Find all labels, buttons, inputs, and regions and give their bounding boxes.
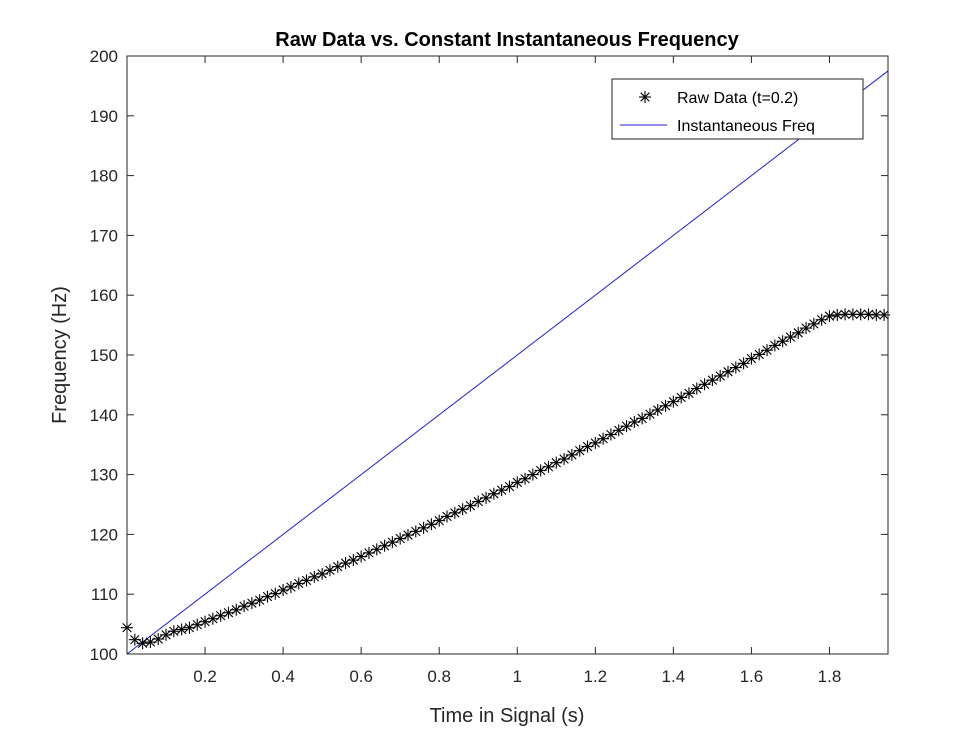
y-tick-label: 170 xyxy=(90,226,118,245)
data-point-raw-data xyxy=(167,625,180,638)
y-tick-label: 150 xyxy=(90,346,118,365)
data-point-raw-data xyxy=(362,546,375,559)
ticks-layer: 0.2 0.4 0.6 0.8 1 1.2 1.4 1.6 1.8 100 110 120 130 140… xyxy=(90,47,888,686)
x-tick-label: 1.2 xyxy=(583,667,607,686)
legend-label-raw-data: Raw Data (t=0.2) xyxy=(677,90,798,107)
y-tick-label: 110 xyxy=(91,585,118,604)
y-tick-label: 190 xyxy=(90,107,118,126)
data-point-raw-data xyxy=(792,326,805,339)
data-point-raw-data xyxy=(526,468,539,481)
data-point-raw-data xyxy=(768,339,781,352)
data-point-raw-data xyxy=(175,623,188,636)
legend-marker-star-icon xyxy=(639,91,651,103)
data-point-raw-data xyxy=(862,308,875,321)
data-point-raw-data xyxy=(417,521,430,534)
series-layer xyxy=(121,70,891,655)
data-point-raw-data xyxy=(472,495,485,508)
x-tick-label: 0.4 xyxy=(271,667,295,686)
data-point-raw-data xyxy=(682,387,695,400)
data-point-raw-data xyxy=(277,584,290,597)
series-line-instantaneous-freq xyxy=(126,70,889,655)
data-point-raw-data xyxy=(214,609,227,622)
data-point-raw-data xyxy=(456,503,469,516)
data-point-raw-data xyxy=(831,308,844,321)
data-point-raw-data xyxy=(823,310,836,323)
x-tick-label: 0.6 xyxy=(349,667,373,686)
y-tick-label: 160 xyxy=(90,286,118,305)
data-point-raw-data xyxy=(776,335,789,348)
legend: Raw Data (t=0.2) Instantaneous Freq xyxy=(611,78,864,140)
data-point-raw-data xyxy=(636,412,649,425)
legend-marker-raw-data xyxy=(639,91,651,103)
data-point-raw-data xyxy=(238,600,251,613)
plot-area: 0.2 0.4 0.6 0.8 1 1.2 1.4 1.6 1.8 100 110 120 130 140… xyxy=(90,47,891,686)
data-point-raw-data xyxy=(433,514,446,527)
data-point-raw-data xyxy=(487,487,500,500)
y-axis-label: Frequency (Hz) xyxy=(49,286,71,424)
data-point-raw-data xyxy=(347,554,360,567)
x-axis-label: Time in Signal (s) xyxy=(430,705,585,727)
y-tick-label: 200 xyxy=(90,47,118,66)
x-tick-label: 1.6 xyxy=(740,667,764,686)
x-tick-label: 1 xyxy=(513,667,522,686)
x-tick-label: 0.2 xyxy=(193,667,217,686)
chart-title: Raw Data vs. Constant Instantaneous Freq… xyxy=(275,29,739,51)
x-tick-label: 0.8 xyxy=(427,667,451,686)
data-point-raw-data xyxy=(839,308,852,321)
data-point-raw-data xyxy=(846,308,859,321)
legend-box xyxy=(611,78,864,140)
y-tick-label: 130 xyxy=(90,466,118,485)
data-point-raw-data xyxy=(714,369,727,382)
data-point-raw-data xyxy=(761,344,774,357)
x-tick-label: 1.8 xyxy=(818,667,842,686)
y-tick-label: 120 xyxy=(90,525,118,544)
data-point-raw-data xyxy=(152,633,165,646)
y-tick-label: 100 xyxy=(90,645,118,664)
data-point-raw-data xyxy=(753,348,766,361)
data-point-raw-data xyxy=(729,361,742,374)
y-tick-label: 180 xyxy=(90,167,118,186)
data-point-raw-data xyxy=(737,357,750,370)
legend-label-instantaneous-freq: Instantaneous Freq xyxy=(677,118,815,135)
y-tick-label: 140 xyxy=(90,406,118,425)
data-point-raw-data xyxy=(480,491,493,504)
data-point-raw-data xyxy=(573,444,586,457)
data-point-raw-data xyxy=(136,637,149,650)
x-tick-label: 1.4 xyxy=(662,667,686,686)
